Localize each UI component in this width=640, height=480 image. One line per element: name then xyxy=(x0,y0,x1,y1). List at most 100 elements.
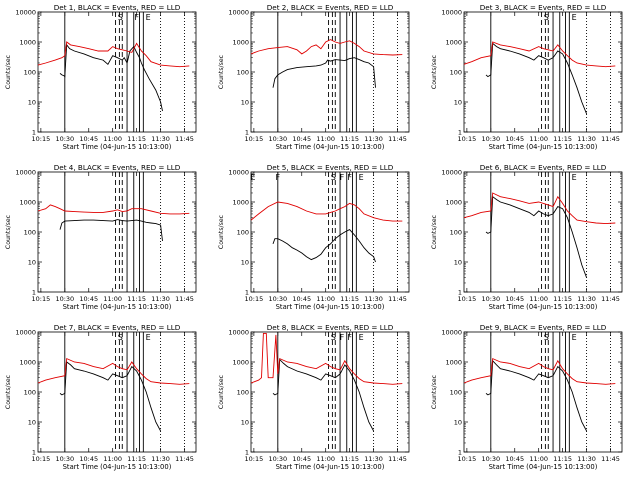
chart-panel-3: Det 3, BLACK = Events, RED = LLD 1 10 100 10… xyxy=(431,3,623,151)
events-series-line xyxy=(59,219,163,242)
x-tick-label: 10:45 xyxy=(292,135,311,143)
x-tick-label: 10:45 xyxy=(292,295,311,303)
marker-letter: F xyxy=(340,173,345,182)
x-tick-label: 11:30 xyxy=(151,295,170,303)
marker-letter: S xyxy=(118,13,123,22)
x-tick-label: 11:15 xyxy=(340,455,359,463)
y-tick-label: 1 xyxy=(458,449,462,457)
plot-frame xyxy=(463,171,623,293)
plot-frame xyxy=(250,171,410,293)
y-tick-label: 10000 xyxy=(15,9,36,17)
x-tick-label: 11:45 xyxy=(388,135,407,143)
y-tick-label: 1000 xyxy=(445,39,462,47)
chart-panel-2: Det 2, BLACK = Events, RED = LLD 1 10 100 10… xyxy=(218,3,410,151)
y-tick-label: 1000 xyxy=(232,39,249,47)
x-tick-label: 11:00 xyxy=(529,135,548,143)
marker-letter: E xyxy=(572,13,577,22)
y-tick-label: 1 xyxy=(458,129,462,137)
marker-letter: S xyxy=(544,333,549,342)
marker-letter: S xyxy=(331,333,336,342)
x-tick-label: 11:15 xyxy=(127,295,146,303)
x-tick-label: 11:00 xyxy=(529,295,548,303)
events-series-line xyxy=(485,359,587,432)
chart-panel-1: Det 1, BLACK = Events, RED = LLD 1 10 100 10… xyxy=(5,3,197,151)
x-tick-label: 10:15 xyxy=(32,455,51,463)
x-tick-label: 11:15 xyxy=(127,455,146,463)
y-tick-label: 100 xyxy=(24,229,36,237)
x-tick-label: 11:45 xyxy=(601,295,620,303)
chart-title: Det 6, BLACK = Events, RED = LLD xyxy=(480,163,607,172)
chart-panel-9: Det 9, BLACK = Events, RED = LLD 1 10 100 10… xyxy=(431,323,623,471)
y-tick-label: 100 xyxy=(450,389,462,397)
x-axis-label: Start Time (04-Jun-15 10:13:00) xyxy=(63,463,172,471)
marker-letter: E xyxy=(146,13,151,22)
chart-title: Det 8, BLACK = Events, RED = LLD xyxy=(267,323,394,332)
y-tick-label: 100 xyxy=(237,69,249,77)
y-tick-label: 10 xyxy=(241,259,249,267)
marker-letter: E xyxy=(250,173,255,182)
x-tick-label: 10:30 xyxy=(55,455,74,463)
x-tick-label: 11:00 xyxy=(103,135,122,143)
chart-panel-5: Det 5, BLACK = Events, RED = LLD 1 10 100 10… xyxy=(218,163,410,311)
events-series-line xyxy=(59,361,161,432)
x-tick-label: 11:15 xyxy=(127,135,146,143)
y-tick-label: 10 xyxy=(241,419,249,427)
y-axis-label: Counts/sec xyxy=(431,214,438,249)
x-tick-label: 10:45 xyxy=(505,295,524,303)
x-axis-label: Start Time (04-Jun-15 10:13:00) xyxy=(276,143,385,151)
x-tick-label: 10:30 xyxy=(268,295,287,303)
marker-letter: S xyxy=(118,333,123,342)
plot-frame xyxy=(463,331,623,453)
x-tick-label: 10:30 xyxy=(55,135,74,143)
x-tick-label: 11:15 xyxy=(553,135,572,143)
x-tick-label: 10:15 xyxy=(245,295,264,303)
y-tick-label: 10000 xyxy=(15,169,36,177)
y-tick-label: 1000 xyxy=(445,359,462,367)
lld-series-line xyxy=(37,41,190,68)
x-tick-label: 11:45 xyxy=(388,455,407,463)
x-tick-label: 11:15 xyxy=(340,135,359,143)
x-tick-label: 11:30 xyxy=(364,295,383,303)
y-tick-label: 100 xyxy=(237,389,249,397)
marker-letter: F xyxy=(340,333,345,342)
marker-letter: F xyxy=(347,333,352,342)
chart-title: Det 3, BLACK = Events, RED = LLD xyxy=(480,3,607,12)
y-axis-label: Counts/sec xyxy=(5,374,12,409)
marker-letter: F xyxy=(276,173,281,182)
lld-series-line xyxy=(463,357,616,385)
x-tick-label: 11:30 xyxy=(364,455,383,463)
lld-series-line xyxy=(250,201,403,222)
x-tick-label: 10:45 xyxy=(292,455,311,463)
x-tick-label: 11:45 xyxy=(388,295,407,303)
x-tick-label: 11:30 xyxy=(577,455,596,463)
lld-series-line xyxy=(250,332,403,385)
x-axis-label: Start Time (04-Jun-15 10:13:00) xyxy=(489,303,598,311)
plot-frame xyxy=(37,171,197,293)
y-tick-label: 1000 xyxy=(232,199,249,207)
events-series-line xyxy=(272,358,374,432)
y-tick-label: 1000 xyxy=(19,199,36,207)
x-tick-label: 11:00 xyxy=(103,455,122,463)
x-tick-label: 11:00 xyxy=(529,455,548,463)
y-tick-label: 10 xyxy=(241,99,249,107)
x-tick-label: 10:30 xyxy=(268,455,287,463)
x-tick-label: 10:15 xyxy=(458,295,477,303)
x-tick-label: 10:45 xyxy=(505,135,524,143)
events-series-line xyxy=(485,195,588,278)
lld-series-line xyxy=(463,192,616,225)
y-tick-label: 10 xyxy=(454,259,462,267)
y-tick-label: 1 xyxy=(458,289,462,297)
x-axis-label: Start Time (04-Jun-15 10:13:00) xyxy=(276,303,385,311)
y-axis-label: Counts/sec xyxy=(5,54,12,89)
marker-letter: E xyxy=(572,173,577,182)
y-tick-label: 1000 xyxy=(19,359,36,367)
y-tick-label: 10 xyxy=(28,99,36,107)
x-tick-label: 11:45 xyxy=(601,455,620,463)
y-tick-label: 100 xyxy=(237,229,249,237)
plot-frame xyxy=(250,11,410,133)
x-tick-label: 11:15 xyxy=(553,295,572,303)
chart-title: Det 4, BLACK = Events, RED = LLD xyxy=(54,163,181,172)
y-tick-label: 10000 xyxy=(228,169,249,177)
chart-panel-6: Det 6, BLACK = Events, RED = LLD 1 10 100 10… xyxy=(431,163,623,311)
